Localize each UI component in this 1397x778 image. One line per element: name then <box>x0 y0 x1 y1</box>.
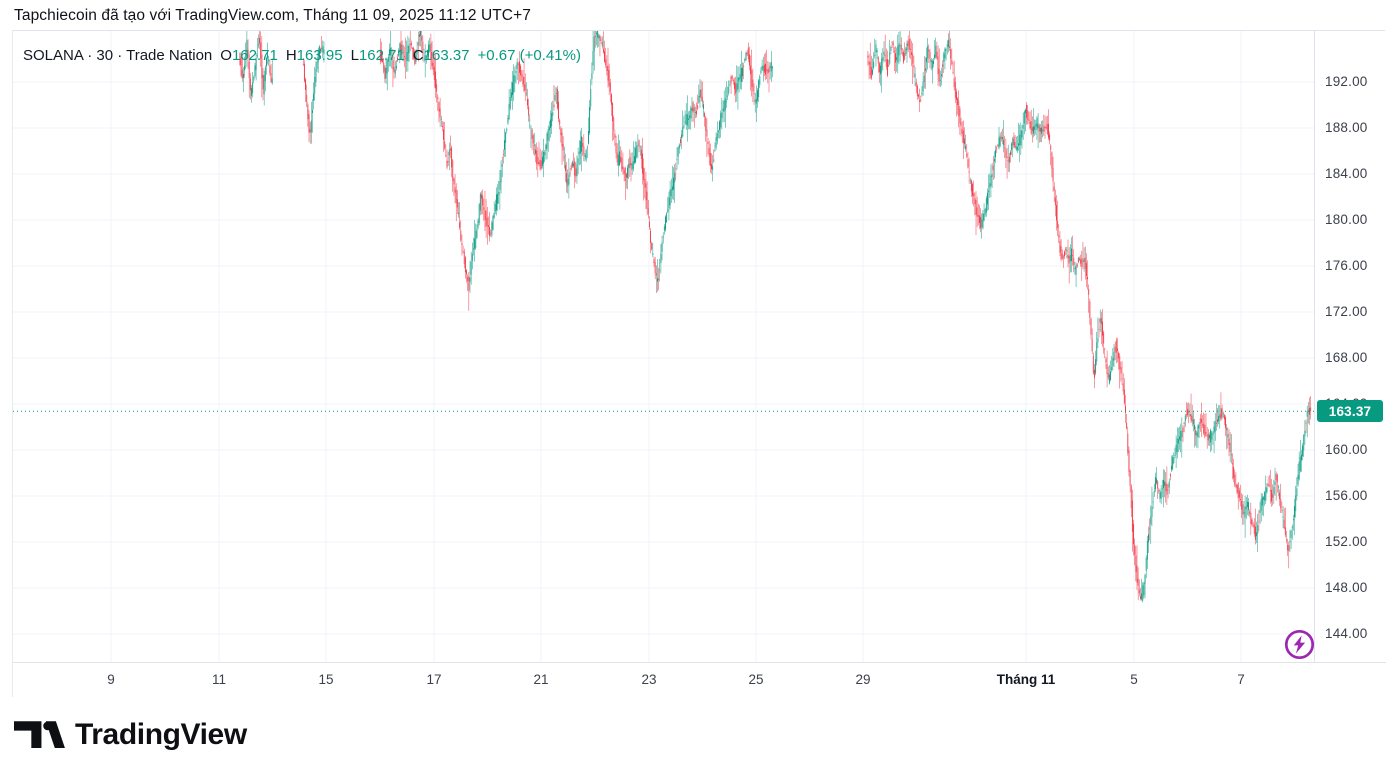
time-axis[interactable]: 9 11 15 17 21 23 25 29 Tháng 11 5 7 <box>13 662 1386 698</box>
current-price-tag: 163.37 <box>1317 400 1383 423</box>
price-tick-label: 188.00 <box>1325 119 1368 135</box>
time-tick-label: 17 <box>426 672 442 687</box>
price-tick-label: 168.00 <box>1325 349 1368 365</box>
time-tick-label: 9 <box>107 672 115 687</box>
price-axis[interactable]: 192.00 188.00 184.00 180.00 176.00 172.00 168.… <box>1314 31 1386 662</box>
price-tick-label: 160.00 <box>1325 441 1368 457</box>
time-tick-label: 21 <box>533 672 549 687</box>
time-tick-label: 5 <box>1130 672 1138 687</box>
price-tick-label: 156.00 <box>1325 487 1368 503</box>
price-tick-label: 176.00 <box>1325 257 1368 273</box>
chart-canvas[interactable]: SOLANA · 30 · Trade Nation O162.71 H163.… <box>13 31 1314 662</box>
lightning-bolt-icon[interactable] <box>1283 628 1316 661</box>
price-tick-label: 180.00 <box>1325 211 1368 227</box>
time-tick-label: 25 <box>748 672 764 687</box>
tradingview-logo[interactable]: TradingView <box>14 716 247 754</box>
price-tick-label: 184.00 <box>1325 165 1368 181</box>
symbol-title: SOLANA · 30 · Trade Nation <box>23 47 213 64</box>
time-tick-label: 11 <box>211 672 227 687</box>
price-tick-label: 144.00 <box>1325 625 1368 641</box>
candlestick-svg <box>13 31 1314 662</box>
time-tick-label: 15 <box>318 672 334 687</box>
change-value: +0.67 (+0.41%) <box>477 47 581 64</box>
price-tick-label: 152.00 <box>1325 533 1368 549</box>
time-tick-label: 7 <box>1237 672 1245 687</box>
tradingview-wordmark: TradingView <box>75 718 247 751</box>
chart-widget: SOLANA · 30 · Trade Nation O162.71 H163.… <box>12 30 1386 698</box>
price-tick-label: 172.00 <box>1325 303 1368 319</box>
chart-legend: SOLANA · 30 · Trade Nation O162.71 H163.… <box>23 47 581 64</box>
close-value: C163.37 <box>412 47 470 64</box>
high-value: H163.95 <box>285 47 343 64</box>
time-tick-label: 29 <box>855 672 871 687</box>
price-tick-label: 148.00 <box>1325 579 1368 595</box>
open-value: O162.71 <box>220 47 278 64</box>
price-tick-label: 192.00 <box>1325 73 1368 89</box>
low-value: L162.71 <box>350 47 405 64</box>
attribution-text: Tapchiecoin đã tạo với TradingView.com, … <box>14 7 531 24</box>
time-tick-label: Tháng 11 <box>996 672 1056 687</box>
time-tick-label: 23 <box>641 672 657 687</box>
tradingview-mark-icon <box>14 721 65 748</box>
